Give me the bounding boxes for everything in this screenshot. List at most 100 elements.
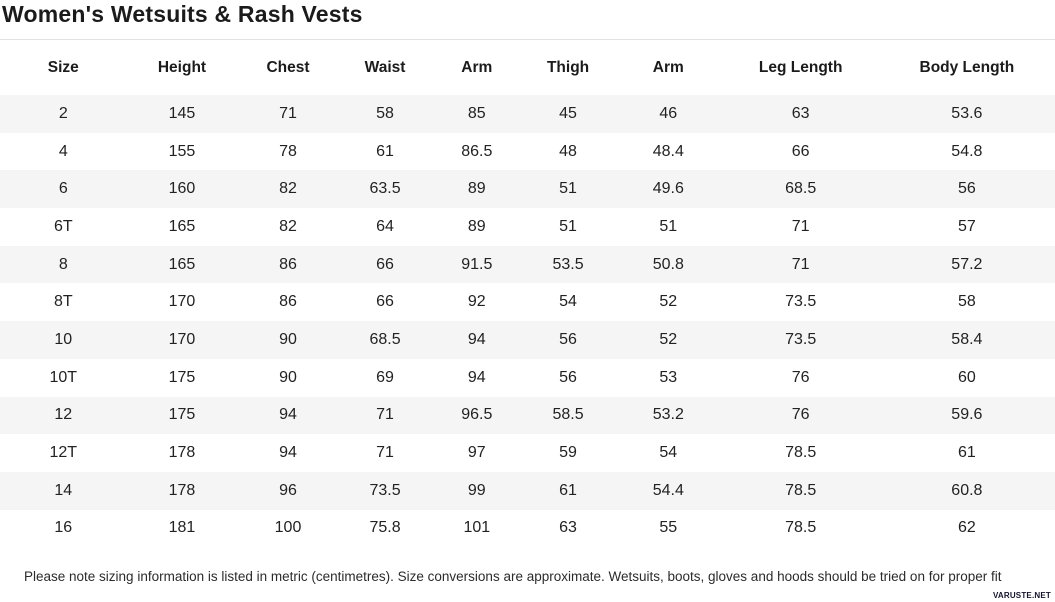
table-cell: 12 bbox=[0, 396, 127, 435]
table-row: 6 160 82 63.5 89 51 49.6 68.5 56 bbox=[0, 170, 1055, 209]
table-cell: 178 bbox=[168, 444, 196, 462]
table-cell: 178 bbox=[126, 471, 238, 510]
table-cell: 12T bbox=[49, 444, 78, 462]
table-cell: 50.8 bbox=[613, 245, 723, 284]
table-cell: 75.8 bbox=[369, 519, 401, 537]
table-cell: 60.8 bbox=[878, 471, 1055, 510]
table-row: 12 175 94 71 96.5 58.5 53.2 76 59.6 bbox=[0, 396, 1055, 435]
table-cell: 71 bbox=[237, 95, 339, 133]
table-cell: 56 bbox=[878, 170, 1055, 209]
table-cell: 66 bbox=[338, 245, 432, 284]
table-cell: 62 bbox=[957, 519, 976, 537]
table-cell: 170 bbox=[168, 293, 196, 311]
table-cell: 59.6 bbox=[878, 396, 1055, 435]
table-cell: 94 bbox=[279, 444, 297, 462]
table-cell: 45 bbox=[522, 95, 614, 133]
table-cell: 76 bbox=[722, 396, 879, 435]
table-cell: 10T bbox=[49, 368, 78, 386]
table-cell: 57 bbox=[957, 217, 976, 235]
column-header: Height bbox=[126, 40, 238, 95]
page-title: Women's Wetsuits & Rash Vests bbox=[0, 0, 1055, 40]
table-cell: 10 bbox=[0, 321, 127, 359]
table-cell: 14 bbox=[0, 471, 127, 510]
table-cell: 66 bbox=[376, 293, 394, 311]
table-cell: 78.5 bbox=[722, 471, 879, 510]
table-cell: 61 bbox=[957, 444, 976, 462]
table-cell: 71 bbox=[791, 217, 810, 235]
table-cell: 96.5 bbox=[431, 396, 523, 435]
table-cell: 54.4 bbox=[613, 471, 723, 510]
table-cell: 89 bbox=[467, 217, 486, 235]
column-header: Body Length bbox=[878, 40, 1055, 95]
table-cell: 76 bbox=[791, 368, 810, 386]
table-cell: 53 bbox=[659, 368, 678, 386]
table-cell: 58 bbox=[338, 95, 432, 133]
table-cell: 78 bbox=[279, 142, 297, 160]
table-cell: 54 bbox=[659, 444, 678, 462]
column-header: Arm bbox=[613, 40, 723, 95]
table-cell: 48.4 bbox=[652, 142, 684, 160]
table-row: 4 155 78 61 86.5 48 48.4 66 54.8 bbox=[0, 133, 1055, 171]
column-header: Thigh bbox=[522, 40, 614, 95]
table-cell: 73.5 bbox=[338, 471, 432, 510]
table-cell: 94 bbox=[467, 368, 486, 386]
table-cell: 61 bbox=[522, 471, 614, 510]
table-cell: 90 bbox=[279, 368, 297, 386]
table-cell: 46 bbox=[613, 95, 723, 133]
table-cell: 63 bbox=[722, 95, 879, 133]
table-cell: 78.5 bbox=[785, 444, 817, 462]
table-row: 10 170 90 68.5 94 56 52 73.5 58.4 bbox=[0, 321, 1055, 359]
table-cell: 85 bbox=[431, 95, 523, 133]
column-header: Size bbox=[0, 40, 127, 95]
table-cell: 99 bbox=[431, 471, 523, 510]
table-cell: 91.5 bbox=[431, 245, 523, 284]
table-row: 12T 178 94 71 97 59 54 78.5 61 bbox=[0, 434, 1055, 472]
table-cell: 6T bbox=[53, 217, 73, 235]
table-cell: 58.4 bbox=[878, 321, 1055, 359]
table-cell: 69 bbox=[376, 368, 394, 386]
table-cell: 71 bbox=[376, 444, 394, 462]
table-cell: 16 bbox=[54, 519, 73, 537]
table-cell: 68.5 bbox=[722, 170, 879, 209]
table-cell: 86 bbox=[279, 293, 297, 311]
table-cell: 92 bbox=[467, 293, 486, 311]
table-body: 2 145 71 58 85 45 46 63 53.6 4 155 78 61 86.5 48 48.4 66… bbox=[0, 95, 1055, 547]
table-cell: 56 bbox=[522, 321, 614, 359]
table-cell: 73.5 bbox=[785, 293, 817, 311]
table-cell: 2 bbox=[0, 95, 127, 133]
table-cell: 170 bbox=[126, 321, 238, 359]
table-cell: 6 bbox=[0, 170, 127, 209]
table-cell: 63 bbox=[559, 519, 577, 537]
table-cell: 96 bbox=[237, 471, 339, 510]
table-cell: 49.6 bbox=[613, 170, 723, 209]
table-cell: 71 bbox=[338, 396, 432, 435]
table-cell: 58 bbox=[957, 293, 976, 311]
table-cell: 97 bbox=[467, 444, 486, 462]
table-cell: 94 bbox=[237, 396, 339, 435]
table-cell: 175 bbox=[126, 396, 238, 435]
table-cell: 160 bbox=[126, 170, 238, 209]
table-cell: 100 bbox=[274, 519, 302, 537]
table-cell: 86.5 bbox=[461, 142, 493, 160]
table-cell: 8 bbox=[0, 245, 127, 284]
table-cell: 89 bbox=[431, 170, 523, 209]
table-cell: 58.5 bbox=[522, 396, 614, 435]
column-header: Chest bbox=[237, 40, 339, 95]
table-cell: 57.2 bbox=[878, 245, 1055, 284]
table-cell: 53.2 bbox=[613, 396, 723, 435]
table-cell: 8T bbox=[53, 293, 73, 311]
table-cell: 64 bbox=[376, 217, 394, 235]
table-cell: 73.5 bbox=[722, 321, 879, 359]
table-cell: 60 bbox=[957, 368, 976, 386]
table-cell: 52 bbox=[613, 321, 723, 359]
table-row: 14 178 96 73.5 99 61 54.4 78.5 60.8 bbox=[0, 471, 1055, 510]
table-cell: 48 bbox=[559, 142, 577, 160]
column-header: Leg Length bbox=[722, 40, 879, 95]
table-cell: 53.5 bbox=[522, 245, 614, 284]
table-cell: 68.5 bbox=[338, 321, 432, 359]
table-cell: 71 bbox=[722, 245, 879, 284]
table-cell: 56 bbox=[559, 368, 577, 386]
table-cell: 155 bbox=[168, 142, 196, 160]
sizing-note: Please note sizing information is listed… bbox=[24, 569, 1002, 585]
table-cell: 175 bbox=[168, 368, 196, 386]
